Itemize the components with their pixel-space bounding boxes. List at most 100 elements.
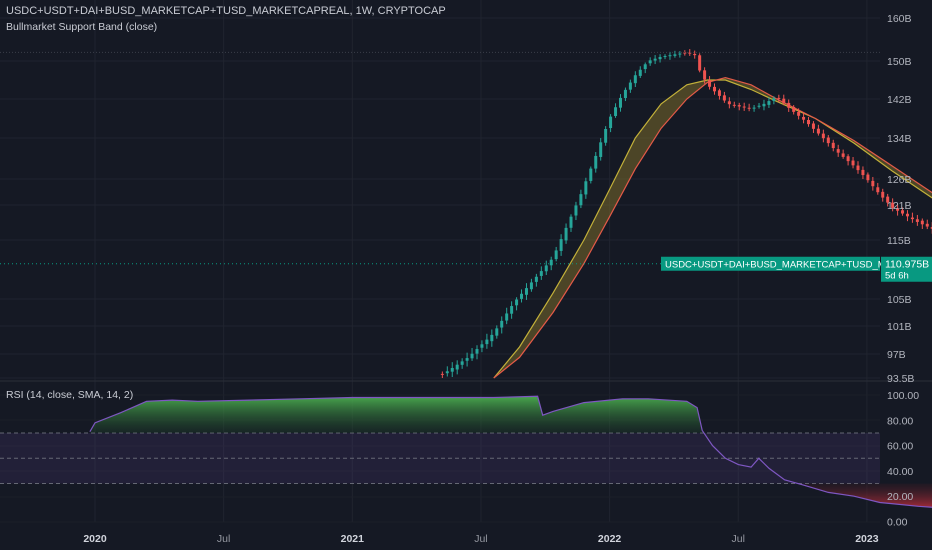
candle-body <box>574 205 578 216</box>
candle-body <box>594 155 598 169</box>
candle-body <box>599 142 603 157</box>
candle-body <box>742 106 746 108</box>
candle-body <box>539 271 543 276</box>
candle-body <box>524 288 528 295</box>
price-axis-label: 150B <box>887 56 912 68</box>
price-tag: USDC+USDT+DAI+BUSD_MARKETCAP+TUSD_MAR...… <box>661 256 932 282</box>
candle-body <box>712 86 716 92</box>
time-axis-label: Jul <box>474 533 487 545</box>
price-axis-label: 97B <box>887 349 906 361</box>
candle-body <box>807 119 811 125</box>
rsi-axis-label: 40.00 <box>887 466 913 478</box>
price-axis-label: 160B <box>887 13 912 25</box>
candle-body <box>490 334 494 342</box>
candle-body <box>831 142 835 149</box>
rsi-band-background <box>0 432 880 484</box>
rsi-axis-label: 100.00 <box>887 390 919 402</box>
candle-body <box>846 156 850 162</box>
candle-body <box>717 90 721 96</box>
time-axis-label: 2023 <box>855 533 879 545</box>
candle-body <box>708 80 712 87</box>
candle-body <box>811 123 815 129</box>
candle-body <box>510 306 514 314</box>
candle-body <box>703 70 707 80</box>
candle-body <box>678 53 682 55</box>
rsi-axis-label: 0.00 <box>887 517 908 529</box>
price-tag-value: 110.975B <box>885 259 929 271</box>
candle-body <box>559 239 563 251</box>
candle-body <box>905 213 909 217</box>
candle-body <box>777 97 781 99</box>
candle-body <box>683 52 687 54</box>
candle-body <box>866 174 870 181</box>
candle-body <box>465 358 469 361</box>
rsi-plot <box>0 395 932 508</box>
price-tag-box <box>881 256 932 282</box>
time-axis-label: 2021 <box>341 533 365 545</box>
candle-body <box>623 89 627 99</box>
candle-body <box>851 160 855 166</box>
candle-body <box>569 216 573 228</box>
candle-body <box>648 60 652 64</box>
candle-body <box>628 82 632 90</box>
candle-body <box>614 107 618 117</box>
candle-body <box>757 105 761 107</box>
candle-body <box>767 101 771 105</box>
candle-body <box>920 220 924 225</box>
candle-body <box>896 208 900 211</box>
candle-body <box>460 361 464 365</box>
time-axis-label: 2020 <box>83 533 107 545</box>
rsi-axis-label: 20.00 <box>887 491 913 503</box>
candle-body <box>886 196 890 203</box>
candle-body <box>609 116 613 129</box>
candles <box>0 49 932 378</box>
candle-body <box>881 191 885 198</box>
indicator-legend: Bullmarket Support Band (close) <box>6 21 158 33</box>
band-sma-line <box>493 76 932 379</box>
candle-body <box>643 64 647 70</box>
symbol-tag-box <box>661 256 880 271</box>
price-axis-label: 115B <box>887 235 911 247</box>
symbol-legend: USDC+USDT+DAI+BUSD_MARKETCAP+TUSD_MARKET… <box>6 5 446 17</box>
symbol-tag-text: USDC+USDT+DAI+BUSD_MARKETCAP+TUSD_MAR... <box>665 260 907 271</box>
candle-body <box>772 98 776 101</box>
support-band-fill <box>493 77 932 378</box>
candle-body <box>475 349 479 354</box>
rsi-line <box>89 395 932 508</box>
axes: 160B 150B 142B 134B 126B 121B 115B 105B 101B 97B 9… <box>83 13 919 545</box>
time-axis-label: Jul <box>217 533 230 545</box>
price-axis-label: 121B <box>887 200 912 212</box>
candle-body <box>821 133 825 139</box>
candle-body <box>485 339 489 345</box>
candle-body <box>470 353 474 359</box>
candle-body <box>891 202 895 208</box>
candle-body <box>861 169 865 176</box>
candle-body <box>782 98 786 104</box>
candle-body <box>549 259 553 266</box>
support-band <box>493 76 932 379</box>
time-axis-label: 2022 <box>598 533 622 545</box>
candle-body <box>747 107 751 109</box>
price-axis-label: 93.5B <box>887 373 914 385</box>
candle-body <box>722 95 726 101</box>
candle-body <box>673 54 677 56</box>
candle-body <box>752 107 756 109</box>
candle-body <box>658 57 662 60</box>
candle-body <box>445 371 449 374</box>
candle-body <box>797 111 801 116</box>
candle-body <box>584 181 588 195</box>
price-axis-label: 105B <box>887 294 912 306</box>
candle-body <box>450 367 454 372</box>
candle-body <box>564 227 568 241</box>
candle-body <box>826 137 830 144</box>
candle-body <box>792 106 796 112</box>
rsi-axis-label: 60.00 <box>887 441 913 453</box>
candle-body <box>698 55 702 71</box>
candle-body <box>440 373 444 375</box>
candle-body <box>787 102 791 108</box>
candle-body <box>737 105 741 107</box>
candle-body <box>638 69 642 76</box>
rsi-axis-label: 80.00 <box>887 415 913 427</box>
candle-body <box>589 168 593 181</box>
